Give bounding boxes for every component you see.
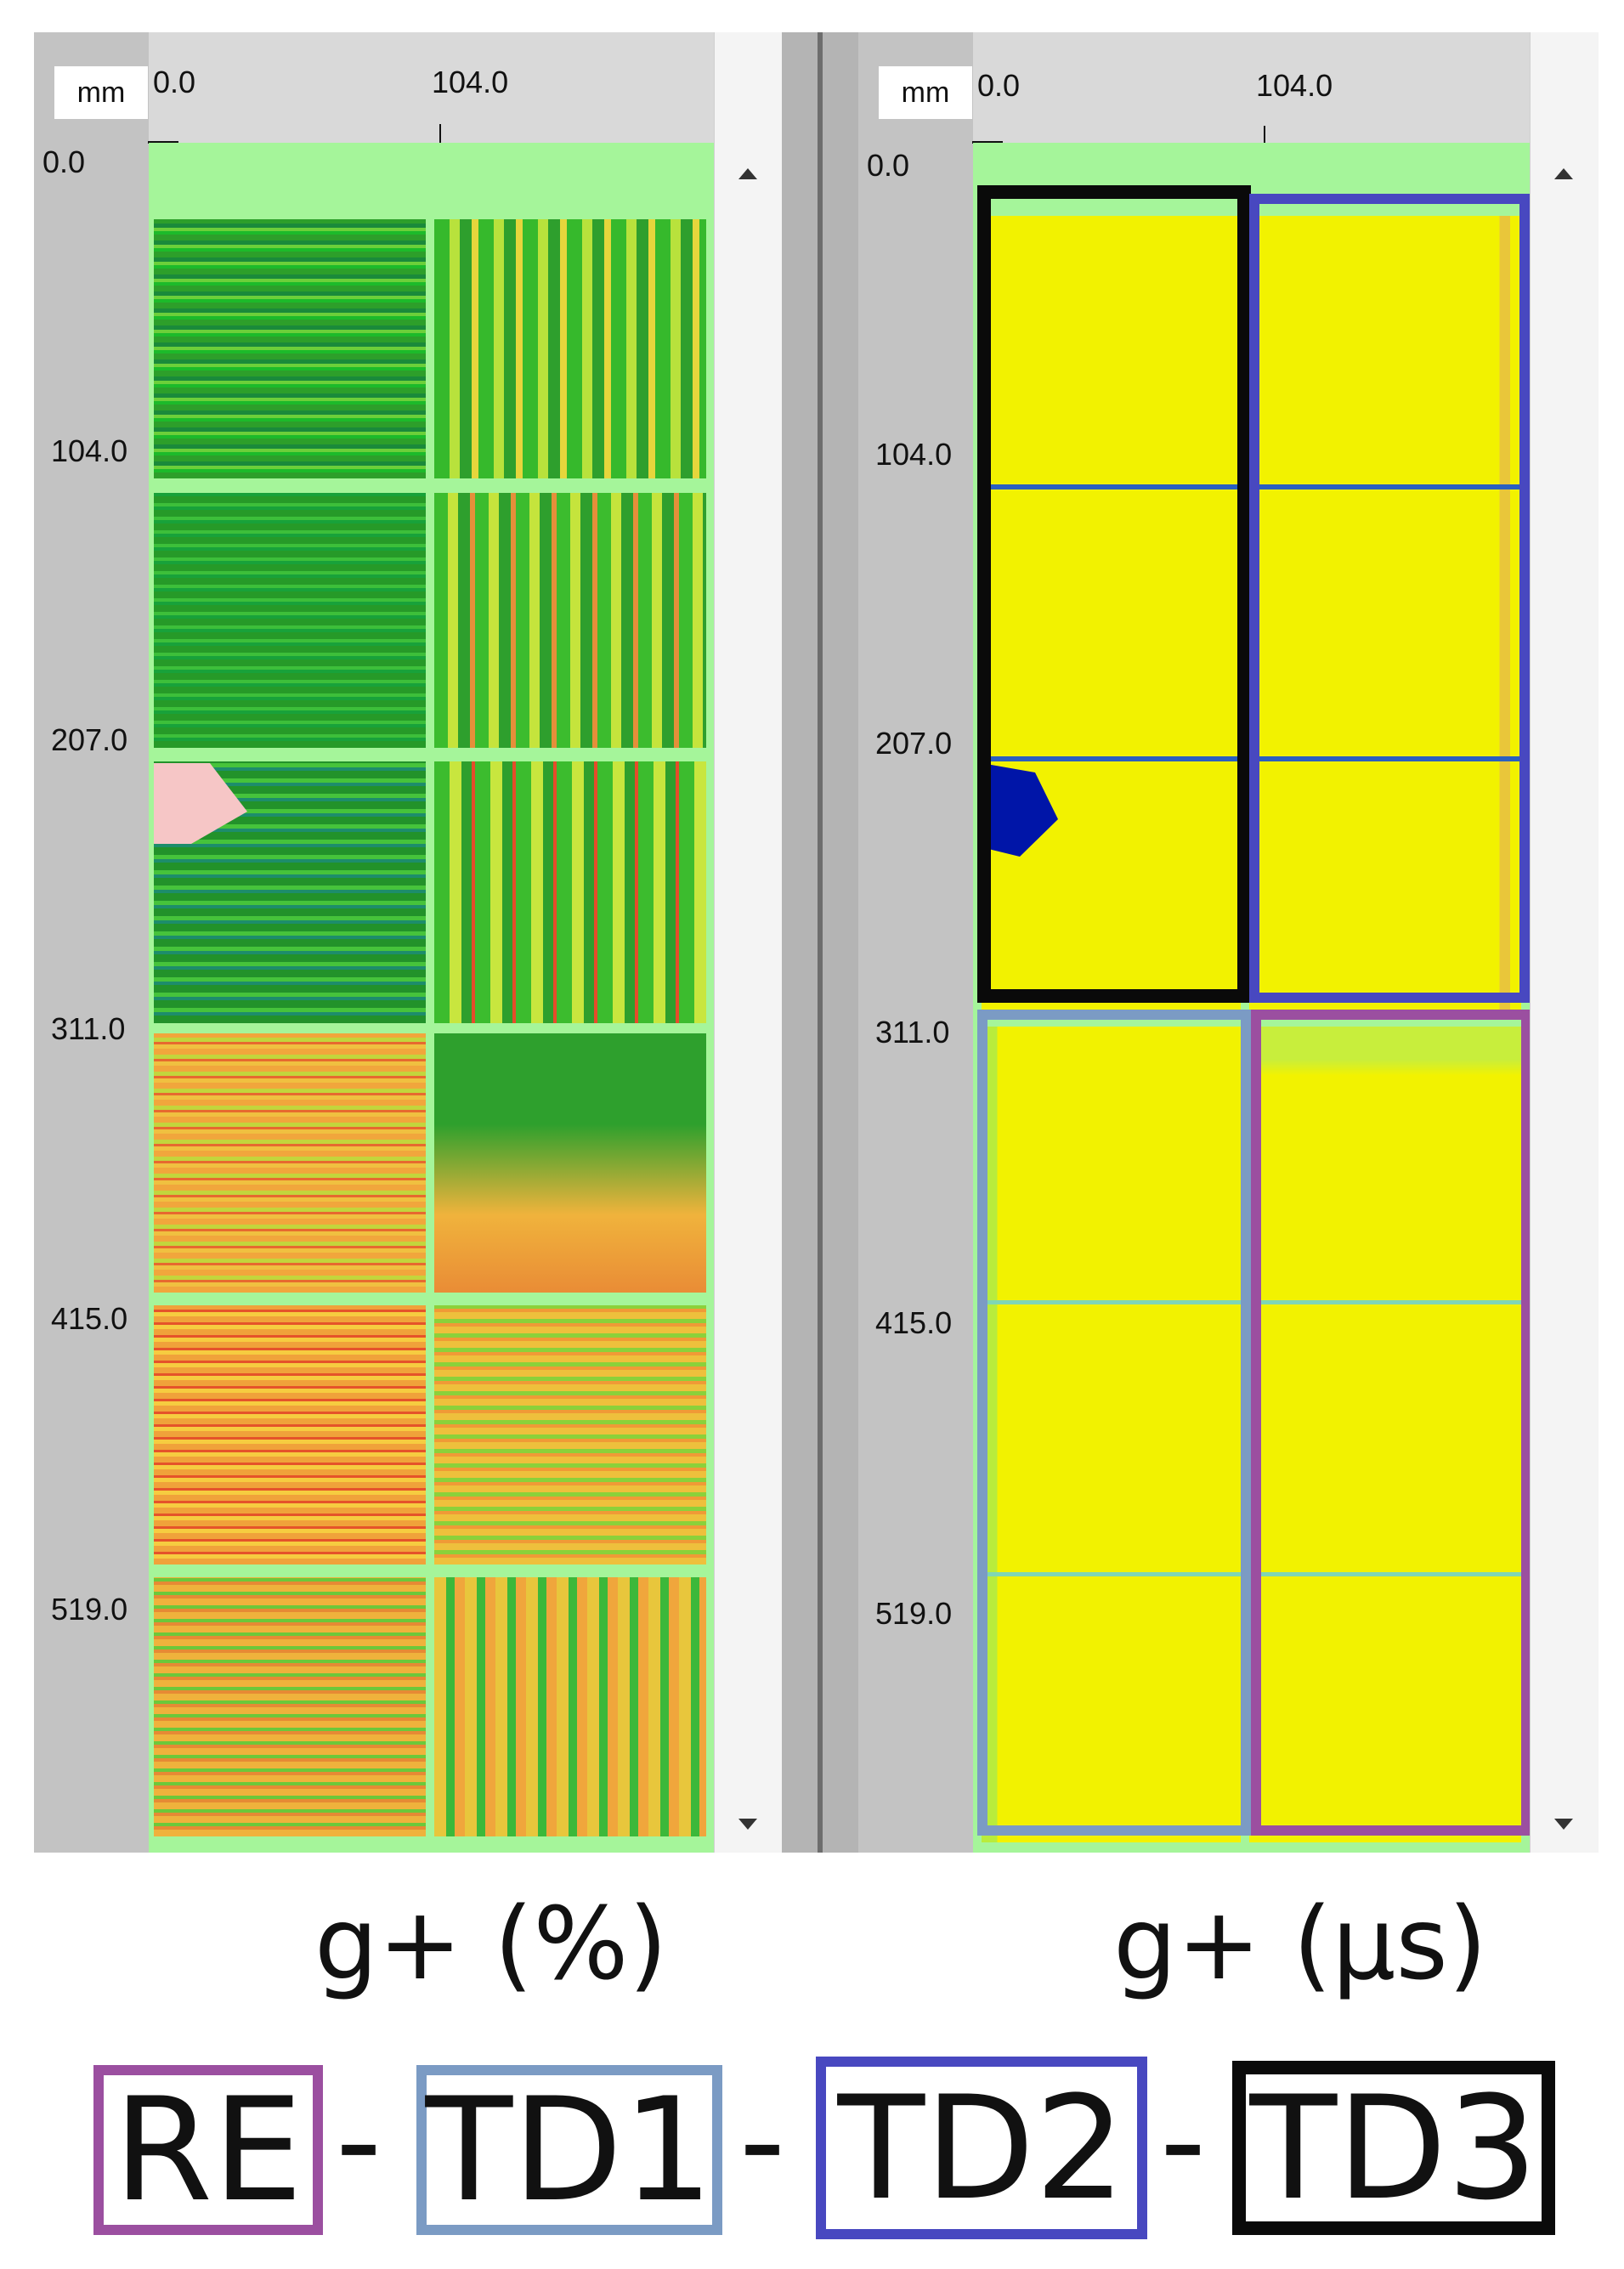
left-y-tick-415: 415.0 [51,1301,128,1336]
left-scroll-up-icon[interactable] [738,168,757,179]
left-tile-r3c2 [434,761,706,1023]
left-tile-r1c2 [434,219,706,478]
right-side-ruler [858,32,973,1853]
left-scan-image [149,143,714,1853]
left-tile-r4c2 [434,1033,706,1293]
left-x-tick-mark [439,124,441,143]
legend-td2: TD2 [816,2057,1147,2239]
right-panel-caption: g+ (µs) [1113,1885,1487,2002]
left-tile-r5c2 [434,1305,706,1565]
right-y-tick-207: 207.0 [875,726,953,761]
left-y-tick-311: 311.0 [51,1011,126,1046]
left-side-ruler [34,32,149,1853]
legend-separator-2: - [739,2068,786,2215]
left-y-tick-519: 519.0 [51,1592,128,1627]
legend-td3: TD3 [1232,2061,1555,2235]
left-x-tick-0: 0.0 [153,65,196,99]
left-tile-r5c1 [154,1305,426,1565]
panel-divider-line [818,32,823,1853]
right-tile-c1-top [982,216,1241,1015]
right-scroll-down-icon[interactable] [1554,1819,1573,1830]
right-y-tick-415: 415.0 [875,1305,953,1340]
right-y-tick-519: 519.0 [875,1596,953,1631]
left-vertical-scrollbar[interactable] [714,32,783,1853]
legend-re: RE [93,2065,323,2235]
right-scroll-up-icon[interactable] [1554,168,1573,179]
left-unit-label: mm [54,66,148,119]
legend-td1: TD1 [416,2065,722,2235]
re-region-outline [1251,1010,1531,1836]
left-axis-corner [148,141,178,144]
left-scan-panel: mm 0.0 104.0 0.0 104.0 207.0 311.0 415.0… [34,32,783,1853]
left-y-tick-0: 0.0 [42,144,86,179]
left-tile-r6c1 [154,1577,426,1836]
left-tile-r1c1 [154,219,426,478]
left-tile-r2c1 [154,493,426,748]
td1-region-outline [977,1010,1251,1836]
right-tile-c2-top [1249,216,1521,1015]
right-y-tick-0: 0.0 [867,148,910,183]
right-x-tick-mark [1264,126,1265,144]
right-x-tick-104: 104.0 [1256,68,1333,103]
left-tile-r6c2 [434,1577,706,1836]
right-vertical-scrollbar[interactable] [1530,32,1599,1853]
legend-separator-1: - [336,2068,382,2215]
right-x-tick-0: 0.0 [977,68,1021,103]
right-tile-c2-bottom [1249,1027,1521,1842]
left-tile-r2c2 [434,493,706,748]
td3-region-outline [977,185,1251,1003]
left-x-tick-104: 104.0 [432,65,509,99]
right-scan-panel: mm 0.0 104.0 0.0 104.0 207.0 311.0 415.0… [858,32,1599,1853]
left-y-tick-207: 207.0 [51,722,128,757]
right-tile-c1-bottom [982,1027,1241,1842]
right-y-tick-104: 104.0 [875,437,953,472]
right-axis-corner [972,141,1003,144]
left-y-tick-104: 104.0 [51,433,128,468]
right-unit-label: mm [879,66,972,119]
left-scroll-down-icon[interactable] [738,1819,757,1830]
right-y-tick-311: 311.0 [875,1015,950,1050]
legend-separator-3: - [1160,2068,1207,2215]
td2-region-outline [1249,194,1530,1003]
left-tile-r4c1 [154,1033,426,1293]
left-panel-caption: g+ (%) [314,1885,668,2002]
